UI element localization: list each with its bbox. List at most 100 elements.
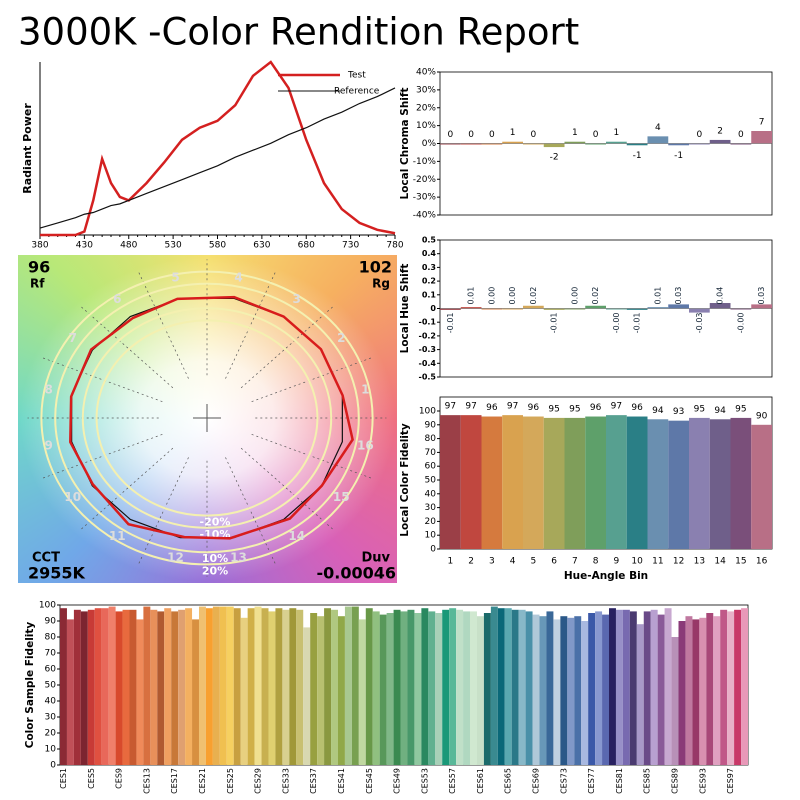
bin-spoke [138,271,189,379]
bar [727,611,735,765]
bar [751,130,772,144]
bar [689,417,710,549]
bar [689,143,710,145]
bar [626,416,648,549]
bar [414,613,422,765]
y-tick-label: 0 [430,304,436,313]
x-tick-label: CES41 [337,768,346,794]
x-tick-label: 580 [209,241,226,251]
bar [497,608,505,765]
bar [80,611,88,765]
bar [178,609,186,765]
rf: 96 [28,258,50,277]
bar [523,416,544,549]
duv: -0.00046 [316,564,396,583]
bar [233,608,241,765]
x-tick-label: 15 [735,557,746,567]
y-tick-label: -0.2 [419,331,437,340]
y-tick-label: 0.1 [422,290,437,299]
bar [730,143,752,145]
legend-label: Reference [334,87,380,97]
hue-bin-label: 14 [288,529,305,543]
bar [115,611,123,765]
bar [539,616,547,765]
bar [185,608,193,765]
bar [205,608,213,765]
hue-bin-label: 4 [234,271,242,285]
bar [470,611,477,765]
y-tick-label: 30 [425,503,437,513]
y-tick-label: 40% [416,68,436,78]
bar [668,304,689,309]
bar [310,613,318,765]
bar [734,609,742,765]
value-label: 0 [468,130,474,140]
bar [543,417,565,549]
value-label: 0.02 [591,287,600,305]
value-label: 97 [611,402,622,412]
bar [585,305,606,309]
value-label: 0 [489,130,495,140]
bar [741,608,748,765]
bar [518,609,526,765]
x-tick-label: CES89 [671,768,680,794]
x-tick-label: 430 [76,241,93,251]
hue-bin-label: 15 [333,490,350,504]
x-tick-label: 7 [572,557,578,567]
y-tick-label: 0 [430,545,436,555]
value-label: 0 [697,130,703,140]
x-tick-label: CES85 [643,768,652,794]
y-axis-label: Local Hue Shift [399,264,411,354]
y-tick-label: 80 [45,633,57,643]
hue-bin-label: 1 [361,383,369,397]
hue-bin-label: 2 [337,331,345,345]
value-label: 0.00 [487,287,496,305]
bar [400,611,408,765]
rg-label: Rg [372,277,390,291]
bar [481,308,503,310]
bar [606,415,627,549]
x-axis-label: Hue-Angle Bin [564,570,648,582]
x-tick-label: CES21 [198,768,207,794]
x-tick-label: CES9 [115,768,124,789]
y-tick-label: 90 [45,617,57,627]
value-label: 0.04 [716,287,725,305]
bar [546,611,554,765]
bar [709,419,731,549]
bar [66,619,74,765]
y-tick-label: 20% [416,103,436,113]
bar [678,621,686,765]
bar [481,416,503,549]
bar [317,616,325,765]
bar [192,619,199,765]
value-label: 94 [714,406,726,416]
bar [671,637,679,765]
bar [254,606,262,765]
x-tick-label: CES61 [476,768,485,794]
y-tick-label: -40% [413,211,437,221]
bar [275,608,283,765]
bar [709,139,731,144]
x-tick-label: 630 [253,241,270,251]
bar [606,141,627,144]
bar [73,609,81,765]
hue-bin-label: 7 [69,331,77,345]
bar [650,609,658,765]
bin-spoke [138,457,189,565]
bar [358,619,366,765]
bar [150,609,158,765]
value-label: 97 [465,402,476,412]
rg: 102 [359,258,392,277]
y-tick-label: 30% [416,85,436,95]
bin-spoke [240,447,335,531]
y-tick-label: 40 [45,697,57,707]
value-label: 0.01 [653,287,662,305]
bar [157,611,165,765]
x-tick-label: CES97 [726,768,735,794]
y-tick-label: -0.3 [419,345,437,354]
x-tick-label: 10 [631,557,643,567]
bar [94,608,102,765]
y-tick-label: 10% [416,121,436,131]
bar [606,308,627,310]
